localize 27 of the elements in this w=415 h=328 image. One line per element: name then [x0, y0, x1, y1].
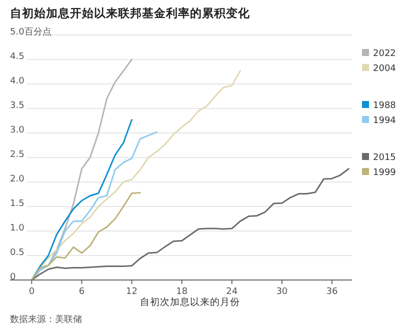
y-tick-label: 3.5 [10, 101, 24, 111]
y-tick-label: 4.0 [10, 76, 25, 86]
x-tick-label: 12 [126, 287, 138, 297]
legend-label: 1999 [373, 168, 396, 178]
legend-label: 1994 [373, 116, 396, 126]
y-tick-label: 2.0 [10, 174, 25, 184]
x-tick-label: 6 [78, 287, 85, 297]
y-tick-label: 0.5 [10, 248, 24, 258]
x-tick-label: 24 [226, 287, 238, 297]
legend-label: 2015 [373, 153, 396, 163]
y-tick-label: 2.5 [10, 150, 24, 160]
legend-label: 2022 [373, 49, 396, 59]
x-tick-label: 18 [176, 287, 188, 297]
y-tick-label: 3.0 [10, 126, 25, 136]
x-tick-label: 30 [276, 287, 288, 297]
y-tick-label: 0 [10, 272, 16, 282]
x-tick-label: 36 [326, 287, 338, 297]
y-tick-label: 4.5 [10, 52, 24, 62]
y-tick-label: 5.0百分点 [10, 26, 52, 38]
legend-label: 2004 [373, 64, 396, 74]
source-note: 数据来源：美联储 [10, 314, 82, 325]
chart-title: 自初始加息开始以来联邦基金利率的累积变化 [10, 6, 251, 20]
y-tick-label: 1.5 [10, 199, 24, 209]
y-tick-label: 1.0 [10, 224, 25, 234]
x-axis-title: 自初次加息以来的月份 [140, 296, 240, 308]
x-tick-label: 0 [28, 287, 35, 297]
legend-label: 1988 [373, 101, 396, 111]
